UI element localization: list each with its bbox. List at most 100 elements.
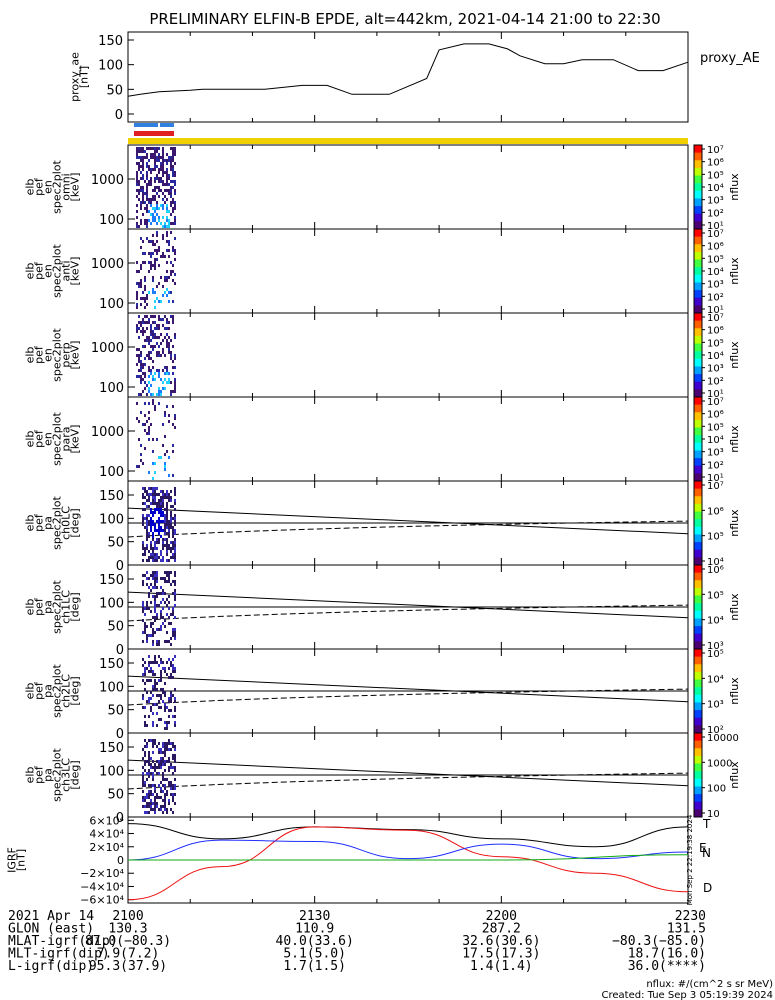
spectrogram-pixel <box>148 366 150 369</box>
spectrogram-pixel <box>170 547 172 550</box>
spectrogram-pixel <box>142 195 144 198</box>
spectrogram-pixel <box>152 712 154 715</box>
spectrogram-pixel <box>150 327 152 330</box>
spectrogram-pixel <box>156 342 158 345</box>
spectrogram-pixel <box>146 796 148 799</box>
spectrogram-pixel <box>170 291 172 294</box>
spectrogram-pixel <box>144 796 146 799</box>
spectrogram-pixel <box>154 333 156 336</box>
spectrogram-pixel <box>148 342 150 345</box>
orbit-bar <box>128 138 688 144</box>
spectrogram-pixel <box>166 631 168 634</box>
spectrogram-pixel <box>174 787 176 790</box>
spectrogram-pixel <box>148 387 150 390</box>
panel-tick-label: 100 <box>99 512 124 527</box>
spectrogram-pixel <box>166 327 168 330</box>
spectrogram-pixel <box>152 670 154 673</box>
footer-value: 40.0(33.6) <box>276 934 354 949</box>
spectrogram-pixel <box>138 270 140 273</box>
panel-label-line: ch2LC <box>60 674 73 708</box>
spectrogram-pixel <box>168 748 170 751</box>
spectrogram-pixel <box>152 673 154 676</box>
panel-tick-label: 1000 <box>91 341 124 356</box>
spectrogram-pixel <box>146 535 148 538</box>
spectrogram-pixel <box>152 288 154 291</box>
spectrogram-pixel <box>144 547 146 550</box>
spectrogram-pixel <box>162 159 164 162</box>
spectrogram-pixel <box>156 505 158 508</box>
spectrogram-pixel <box>174 357 176 360</box>
spectrogram-pixel <box>174 583 176 586</box>
panel-label-line: IGRF <box>6 847 19 873</box>
spectrogram-pixel <box>148 697 150 700</box>
spectrogram-pixel <box>174 628 176 631</box>
spectrogram-pixel <box>150 553 152 556</box>
spectrogram-pixel <box>158 153 160 156</box>
spectrogram-pixel <box>160 628 162 631</box>
spectrogram-pixel <box>172 547 174 550</box>
spectrogram-pixel <box>166 517 168 520</box>
spectrogram-pixel <box>154 631 156 634</box>
spectrogram-pixel <box>156 724 158 727</box>
spectrogram-pixel <box>150 589 152 592</box>
spectrogram-pixel <box>146 297 148 300</box>
panel-tick-label: 100 <box>99 596 124 611</box>
spectrogram-pixel <box>174 426 176 429</box>
spectrogram-pixel <box>154 805 156 808</box>
spectrogram-pixel <box>144 156 146 159</box>
spectrogram-pixel <box>136 297 138 300</box>
spectrogram-pixel <box>136 354 138 357</box>
spectrogram-pixel <box>152 553 154 556</box>
spectrogram-pixel <box>168 345 170 348</box>
spectrogram-pixel <box>136 153 138 156</box>
spectrogram-pixel <box>158 523 160 526</box>
spectrogram-pixel <box>162 423 164 426</box>
spectrogram-pixel <box>144 613 146 616</box>
spectrogram-pixel <box>154 661 156 664</box>
colorbar-segment <box>694 549 702 558</box>
spectrogram-pixel <box>162 751 164 754</box>
spectrogram-pixel <box>156 207 158 210</box>
spectrogram-pixel <box>160 781 162 784</box>
footer-value: −80.3(−85.0) <box>612 934 706 949</box>
colorbar-segment <box>694 366 702 375</box>
spectrogram-pixel <box>142 168 144 171</box>
panel-tick-label: 150 <box>99 741 124 756</box>
spectrogram-pixel <box>140 411 142 414</box>
spectrogram-pixel <box>168 802 170 805</box>
spectrogram-pixel <box>142 493 144 496</box>
colorbar-segment <box>694 794 702 803</box>
spectrogram-pixel <box>166 318 168 321</box>
spectrogram-pixel <box>158 766 160 769</box>
spectrogram-pixel <box>174 709 176 712</box>
spectrogram-pixel <box>144 315 146 318</box>
colorbar-segment <box>694 381 702 390</box>
spectrogram-pixel <box>158 556 160 559</box>
colorbar-segment <box>694 152 702 161</box>
spectrogram-pixel <box>150 799 152 802</box>
spectrogram-pixel <box>146 529 148 532</box>
spectrogram-pixel <box>170 213 172 216</box>
panel-label-line: [keV] <box>69 173 82 202</box>
spectrogram-pixel <box>164 640 166 643</box>
panel-tick-label: 0 <box>116 727 124 742</box>
spectrogram-pixel <box>168 222 170 225</box>
spectrogram-pixel <box>142 213 144 216</box>
igrf-line-N <box>127 839 689 861</box>
spectrogram-pixel <box>166 405 168 408</box>
spectrogram-pixel <box>168 760 170 763</box>
spectrogram-pixel <box>164 577 166 580</box>
spectrogram-pixel <box>148 796 150 799</box>
spectrogram-pixel <box>158 718 160 721</box>
spectrogram-pixel <box>166 793 168 796</box>
spectrogram-pixel <box>162 490 164 493</box>
spectrogram-pixel <box>154 616 156 619</box>
spectrogram-pixel <box>150 544 152 547</box>
spectrogram-pixel <box>168 559 170 562</box>
colorbar-segment <box>694 717 702 726</box>
spectrogram-pixel <box>144 673 146 676</box>
spectrogram-pixel <box>172 474 174 477</box>
spectrogram-pixel <box>172 526 174 529</box>
spectrogram-pixel <box>168 348 170 351</box>
